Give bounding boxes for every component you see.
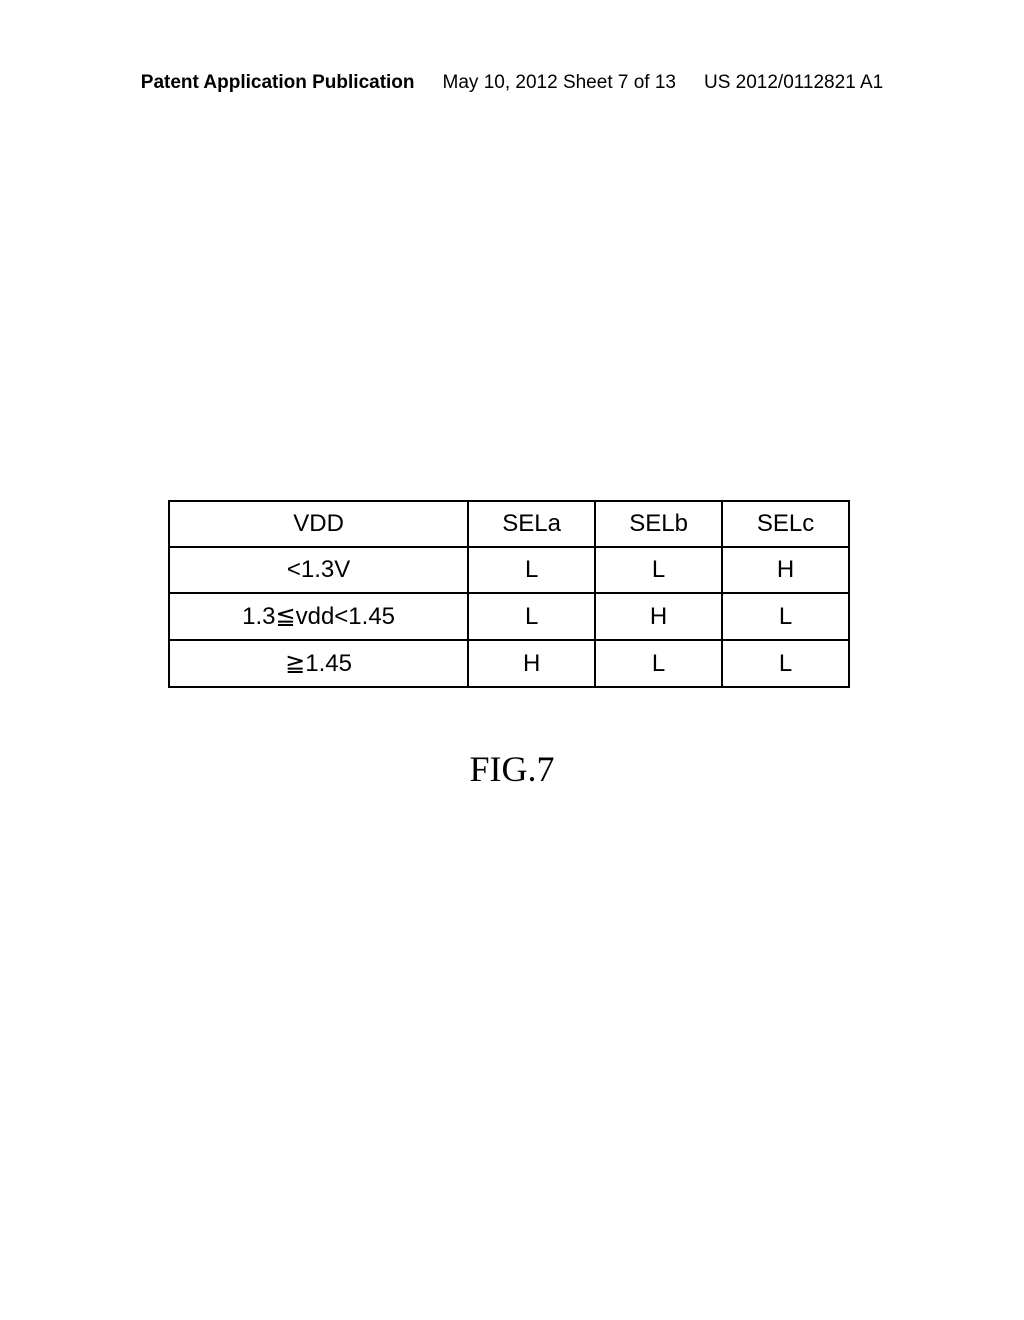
- table-cell: L: [722, 640, 849, 687]
- table-header-cell: VDD: [169, 501, 468, 547]
- table-row: <1.3V L L H: [169, 547, 849, 593]
- table-row: ≧1.45 H L L: [169, 640, 849, 687]
- table-cell: L: [595, 640, 722, 687]
- table-cell: L: [595, 547, 722, 593]
- publication-type: Patent Application Publication: [141, 72, 415, 94]
- table-cell: L: [468, 547, 595, 593]
- table-cell: H: [722, 547, 849, 593]
- table-cell: H: [468, 640, 595, 687]
- data-table: VDD SELa SELb SELc <1.3V L L H 1.3≦vdd<1…: [168, 500, 850, 688]
- table-cell: ≧1.45: [169, 640, 468, 687]
- table-row: 1.3≦vdd<1.45 L H L: [169, 593, 849, 640]
- publication-number: US 2012/0112821 A1: [704, 72, 883, 94]
- table-cell: 1.3≦vdd<1.45: [169, 593, 468, 640]
- table-cell: L: [722, 593, 849, 640]
- table-header-cell: SELb: [595, 501, 722, 547]
- table-header-row: VDD SELa SELb SELc: [169, 501, 849, 547]
- table-header-cell: SELc: [722, 501, 849, 547]
- figure-caption: FIG.7: [0, 748, 1024, 790]
- table-header-cell: SELa: [468, 501, 595, 547]
- table-cell: L: [468, 593, 595, 640]
- table-cell: H: [595, 593, 722, 640]
- page-header: Patent Application Publication May 10, 2…: [0, 72, 1024, 94]
- data-table-container: VDD SELa SELb SELc <1.3V L L H 1.3≦vdd<1…: [168, 500, 850, 688]
- table-cell: <1.3V: [169, 547, 468, 593]
- date-sheet: May 10, 2012 Sheet 7 of 13: [443, 72, 676, 94]
